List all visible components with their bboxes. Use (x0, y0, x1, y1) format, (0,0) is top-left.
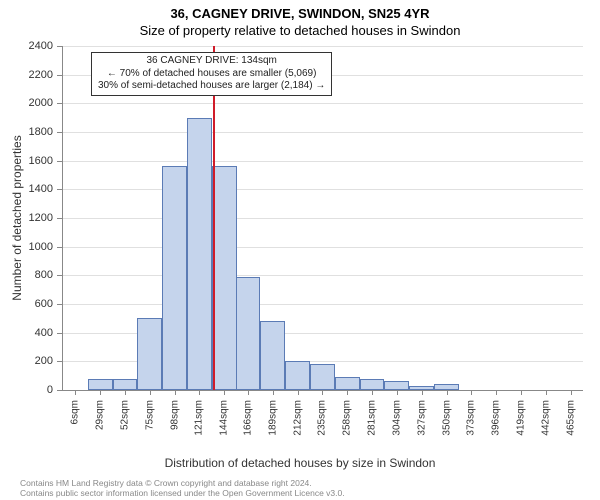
histogram-bar (310, 364, 335, 390)
histogram-bar (260, 321, 285, 390)
x-tick-label: 373sqm (466, 390, 477, 436)
x-axis-label: Distribution of detached houses by size … (0, 456, 600, 470)
credit-line-1: Contains HM Land Registry data © Crown c… (20, 478, 312, 488)
y-tick-label: 2000 (29, 97, 63, 109)
gridline (63, 161, 583, 162)
x-tick-label: 235sqm (317, 390, 328, 436)
x-tick-label: 75sqm (144, 390, 155, 430)
page-title: 36, CAGNEY DRIVE, SWINDON, SN25 4YR (0, 0, 600, 21)
y-tick-label: 1400 (29, 183, 63, 195)
x-tick-label: 121sqm (194, 390, 205, 436)
x-tick-label: 258sqm (342, 390, 353, 436)
histogram-bar (236, 277, 261, 390)
y-tick-label: 1000 (29, 241, 63, 253)
gridline (63, 46, 583, 47)
histogram-bar (409, 386, 434, 390)
x-tick-label: 189sqm (267, 390, 278, 436)
x-tick-label: 442sqm (540, 390, 551, 436)
histogram-chart: 0200400600800100012001400160018002000220… (62, 46, 583, 391)
histogram-bar (212, 166, 237, 390)
histogram-bar (137, 318, 162, 390)
y-tick-label: 0 (47, 384, 63, 396)
annotation-line1: 36 CAGNEY DRIVE: 134sqm (98, 55, 325, 68)
histogram-bar (88, 379, 113, 390)
page: 36, CAGNEY DRIVE, SWINDON, SN25 4YR Size… (0, 0, 600, 500)
histogram-bar (360, 379, 385, 390)
annotation-line2: ← 70% of detached houses are smaller (5,… (98, 68, 325, 81)
y-tick-label: 200 (35, 355, 63, 367)
histogram-bar (113, 379, 138, 390)
histogram-bar (187, 118, 212, 390)
credit-line-2: Contains public sector information licen… (20, 488, 345, 498)
gridline (63, 132, 583, 133)
x-tick-label: 6sqm (70, 390, 81, 424)
histogram-bar (434, 384, 459, 390)
x-tick-label: 52sqm (120, 390, 131, 430)
gridline (63, 103, 583, 104)
x-tick-label: 465sqm (565, 390, 576, 436)
y-tick-label: 2400 (29, 40, 63, 52)
x-tick-label: 350sqm (441, 390, 452, 436)
y-axis-label: Number of detached properties (10, 135, 24, 300)
x-tick-label: 396sqm (491, 390, 502, 436)
x-tick-label: 304sqm (391, 390, 402, 436)
y-tick-label: 600 (35, 298, 63, 310)
gridline (63, 275, 583, 276)
annotation-line3: 30% of semi-detached houses are larger (… (98, 80, 325, 93)
gridline (63, 218, 583, 219)
y-tick-label: 800 (35, 269, 63, 281)
gridline (63, 304, 583, 305)
x-tick-label: 212sqm (292, 390, 303, 436)
gridline (63, 247, 583, 248)
x-tick-label: 144sqm (219, 390, 230, 436)
histogram-bar (285, 361, 310, 390)
x-tick-label: 327sqm (416, 390, 427, 436)
x-tick-label: 29sqm (95, 390, 106, 430)
histogram-bar (384, 381, 409, 390)
x-tick-label: 281sqm (367, 390, 378, 436)
gridline (63, 189, 583, 190)
y-tick-label: 2200 (29, 69, 63, 81)
y-tick-label: 1600 (29, 155, 63, 167)
x-tick-label: 166sqm (243, 390, 254, 436)
histogram-bar (335, 377, 360, 390)
reference-line (213, 46, 215, 390)
x-tick-label: 419sqm (515, 390, 526, 436)
reference-annotation: 36 CAGNEY DRIVE: 134sqm ← 70% of detache… (91, 52, 332, 96)
x-tick-label: 98sqm (169, 390, 180, 430)
page-subtitle: Size of property relative to detached ho… (0, 21, 600, 38)
y-tick-label: 1800 (29, 126, 63, 138)
histogram-bar (162, 166, 187, 390)
y-tick-label: 1200 (29, 212, 63, 224)
y-tick-label: 400 (35, 327, 63, 339)
